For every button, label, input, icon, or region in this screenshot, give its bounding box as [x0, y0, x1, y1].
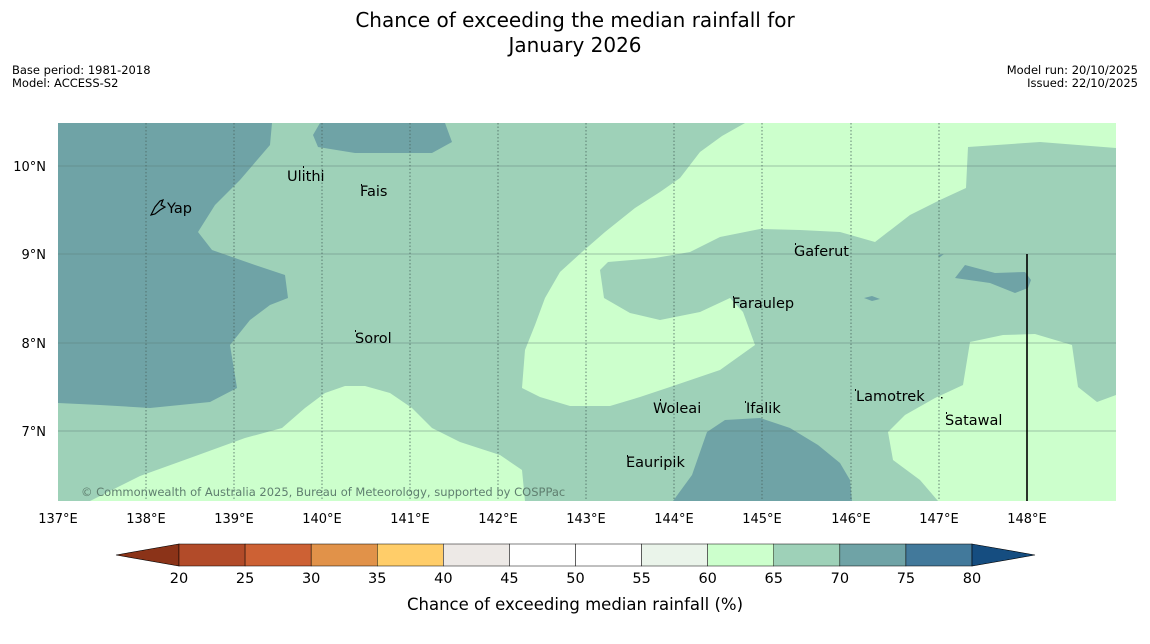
- lon-label-139e: 139°E: [214, 512, 254, 527]
- issued-text: Issued: 22/10/2025: [1027, 76, 1138, 90]
- marker-satawal: [946, 412, 947, 414]
- region-70-75-north: [313, 123, 452, 153]
- place-label-ifalik: Ifalik: [746, 401, 781, 417]
- base-period-text: Base period: 1981-2018: [12, 63, 151, 77]
- place-label-faraulep: Faraulep: [732, 296, 794, 312]
- lon-gridlines: [145, 123, 940, 501]
- colorbar-tick-60: 60: [698, 571, 716, 587]
- colorbar-cell-30-35: [310, 543, 378, 567]
- place-label-gaferut: Gaferut: [794, 244, 849, 260]
- meta-right: Model run: 20/10/2025 Issued: 22/10/2025: [1007, 64, 1138, 90]
- lon-label-137e: 137°E: [38, 512, 78, 527]
- colorbar-cell-70-75: [839, 543, 907, 567]
- lat-label-8n: 8°N: [22, 337, 47, 352]
- colorbar-tick-80: 80: [963, 571, 981, 587]
- lon-label-147e: 147°E: [919, 512, 959, 527]
- lon-label-143e: 143°E: [566, 512, 606, 527]
- region-60-65-east: [522, 123, 1116, 406]
- colorbar-tick-30: 30: [302, 571, 320, 587]
- lon-label-138e: 138°E: [126, 512, 166, 527]
- marker-gaferut: [795, 243, 796, 245]
- colorbar-cell-60-65: [707, 543, 775, 567]
- lon-axis: 137°E 138°E 139°E 140°E 141°E 142°E 143°…: [38, 512, 1047, 527]
- place-label-lamotrek: Lamotrek: [856, 389, 925, 405]
- yap-island-shape: [149, 199, 167, 216]
- colorbar-tick-20: 20: [170, 571, 188, 587]
- model-run-text: Model run: 20/10/2025: [1006, 63, 1138, 77]
- colorbar-ticks: 20 25 30 35 40 45 50 55 60 65 70 75 80: [170, 571, 981, 587]
- title-line-2: January 2026: [508, 33, 642, 57]
- marker-dot: [941, 397, 943, 399]
- colorbar-tick-50: 50: [566, 571, 584, 587]
- colorbar-extend-right: [971, 543, 1036, 567]
- marker-woleai: [660, 399, 661, 401]
- lon-label-142e: 142°E: [478, 512, 518, 527]
- lon-label-144e: 144°E: [654, 512, 694, 527]
- colorbar-cell-65-70: [773, 543, 841, 567]
- region-70-75-east: [955, 265, 1031, 293]
- marker-sorol: [355, 330, 356, 332]
- region-70-75-south: [673, 418, 852, 501]
- colorbar-cell-75-80: [905, 543, 973, 567]
- copyright-text: © Commonwealth of Australia 2025, Bureau…: [81, 485, 565, 499]
- colorbar-cell-40-45: [443, 543, 510, 567]
- marker-ulithi: [303, 166, 304, 168]
- place-labels: Yap Ulithi Fais Gaferut Faraulep Sorol W…: [166, 169, 1002, 471]
- marker-lamotrek: [855, 389, 856, 391]
- colorbar-tick-40: 40: [434, 571, 452, 587]
- place-label-satawal: Satawal: [945, 413, 1002, 429]
- meta-left: Base period: 1981-2018 Model: ACCESS-S2: [12, 64, 151, 90]
- chart-title: Chance of exceeding the median rainfall …: [0, 8, 1150, 58]
- colorbar-tick-35: 35: [368, 571, 386, 587]
- colorbar-tick-55: 55: [632, 571, 650, 587]
- lat-label-9n: 9°N: [22, 248, 47, 263]
- lat-axis: 10°N 9°N 8°N 7°N: [13, 160, 46, 440]
- model-text: Model: ACCESS-S2: [12, 76, 119, 90]
- colorbar-cell-50-55: [575, 543, 642, 567]
- colorbar-tick-75: 75: [897, 571, 915, 587]
- lon-label-140e: 140°E: [302, 512, 342, 527]
- lat-label-10n: 10°N: [13, 160, 46, 175]
- colorbar-extend-left: [115, 543, 180, 567]
- colorbar-tick-25: 25: [236, 571, 254, 587]
- place-label-woleai: Woleai: [653, 401, 701, 417]
- lon-label-145e: 145°E: [742, 512, 782, 527]
- colorbar-tick-45: 45: [500, 571, 518, 587]
- lon-label-146e: 146°E: [831, 512, 871, 527]
- island-markers: [303, 166, 947, 457]
- marker-ifalik: [745, 401, 746, 403]
- colorbar-tick-65: 65: [765, 571, 783, 587]
- colorbar-tick-70: 70: [831, 571, 849, 587]
- region-70-75-west: [58, 123, 288, 408]
- map-area: Yap Ulithi Fais Gaferut Faraulep Sorol W…: [58, 123, 1116, 501]
- place-label-eauripik: Eauripik: [626, 455, 685, 471]
- region-60-65-southeast: [888, 334, 1116, 501]
- title-line-1: Chance of exceeding the median rainfall …: [355, 8, 795, 32]
- colorbar-cell-55-60: [641, 543, 708, 567]
- colorbar-cells: [178, 543, 973, 567]
- colorbar-label: Chance of exceeding median rainfall (%): [407, 595, 743, 614]
- colorbar: 20 25 30 35 40 45 50 55 60 65 70 75 80 Chance of exc…: [115, 543, 1036, 614]
- colorbar-cell-25-30: [244, 543, 312, 567]
- marker-eauripik: [627, 455, 628, 457]
- place-label-sorol: Sorol: [355, 331, 392, 347]
- lon-label-141e: 141°E: [390, 512, 430, 527]
- region-60-65-southwest: [58, 386, 525, 501]
- lat-label-7n: 7°N: [22, 425, 47, 440]
- region-70-75-speck-2: [938, 254, 944, 257]
- place-label-fais: Fais: [360, 184, 387, 200]
- place-label-ulithi: Ulithi: [287, 169, 325, 185]
- colorbar-cell-45-50: [509, 543, 576, 567]
- colorbar-cell-35-40: [377, 543, 444, 567]
- region-70-75-speck: [864, 296, 880, 301]
- place-label-yap: Yap: [166, 201, 192, 217]
- colorbar-cell-20-25: [178, 543, 246, 567]
- marker-fais: [361, 184, 362, 186]
- lon-label-148e: 148°E: [1007, 512, 1047, 527]
- marker-faraulep: [733, 296, 734, 298]
